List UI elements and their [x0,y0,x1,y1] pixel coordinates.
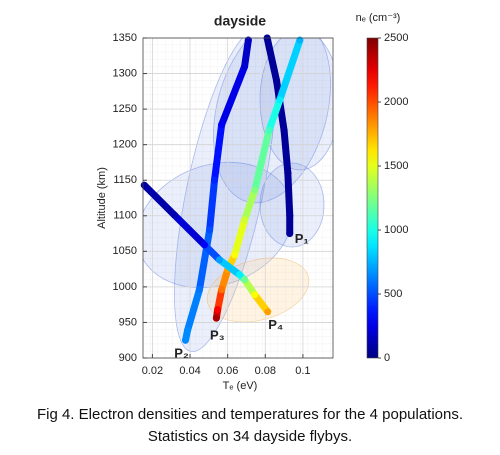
colorbar-tick-label: 0 [384,352,390,364]
x-tick-label: 0.08 [255,365,276,377]
data-point [210,176,218,184]
curve-segment [280,126,292,177]
data-point [264,308,272,316]
data-point [218,121,226,129]
data-point [236,271,244,279]
data-point [241,62,249,70]
curve-segment [231,216,249,259]
x-tick-label: 0.02 [142,365,163,377]
x-tick-label: 0.06 [217,365,238,377]
colorbar-tick-label: 1000 [384,224,408,236]
data-point [216,256,224,264]
population-label: P₄ [268,317,283,332]
data-point [265,126,273,134]
region [259,38,333,171]
data-point [170,211,178,219]
y-tick-label: 950 [119,316,137,328]
curve-segment [210,121,226,184]
colorbar [366,37,379,359]
colorbar-tick-label: 1500 [384,160,408,172]
data-point [184,326,192,334]
y-tick-label: 1350 [113,32,137,44]
data-point [140,181,148,189]
chart-title: dayside [214,13,266,29]
data-point [286,230,294,238]
data-point [182,336,190,344]
curve-segment [276,36,304,104]
data-point [251,291,259,299]
y-tick-label: 1200 [113,139,137,151]
data-point [195,286,203,294]
data-point [276,96,284,104]
region [206,257,310,323]
curve-segment [216,256,244,279]
data-point [206,226,214,234]
population-label: P₁ [295,231,309,246]
data-point [251,186,259,194]
curve-segment [284,169,294,220]
curve-segment [206,176,218,234]
curve-segment [201,241,224,264]
data-point [201,241,209,249]
data-point [231,251,239,259]
data-point [218,286,226,294]
x-tick-label: 0.04 [179,365,200,377]
curve-segment [265,96,284,134]
curve-segment [195,226,214,294]
data-point [214,306,222,314]
y-tick-label: 900 [119,352,137,364]
x-tick-label: 0.1 [295,365,310,377]
y-tick-label: 1050 [113,245,137,257]
plot-frame [142,37,334,359]
caption: Statistics on 34 dayside flybys. [148,428,352,445]
y-tick-label: 1000 [113,281,137,293]
data-point [241,216,249,224]
x-axis-label: Tₑ (eV) [223,380,258,392]
y-tick-label: 1300 [113,67,137,79]
curve-segment [241,36,252,70]
colorbar-label: nₑ (cm⁻³) [356,12,401,24]
caption: Fig 4. Electron densities and temperatur… [37,406,463,423]
colorbar-tick-label: 2500 [384,32,408,44]
data-point [280,126,288,134]
colorbar-tick-label: 2000 [384,96,408,108]
data-point [212,314,220,322]
y-axis-label: Altitude (km) [96,167,108,229]
data-point [273,77,281,85]
population-label: P₂ [174,346,189,361]
data-point [286,212,294,220]
curve-segment [184,286,203,334]
data-point [241,276,249,284]
curve-segment [140,181,178,219]
curve-segment [241,186,259,224]
y-tick-label: 1100 [113,210,137,222]
curve-segment [263,34,281,85]
y-tick-label: 1150 [113,174,137,186]
data-point [284,169,292,177]
population-label: P₃ [210,328,225,343]
colorbar-tick-label: 500 [384,288,402,300]
curve-segment [170,211,209,249]
curve-segment [251,126,273,194]
curve-segment [218,62,249,129]
y-tick-label: 1250 [113,103,137,115]
curves [140,34,304,344]
curve-segment [251,291,272,316]
